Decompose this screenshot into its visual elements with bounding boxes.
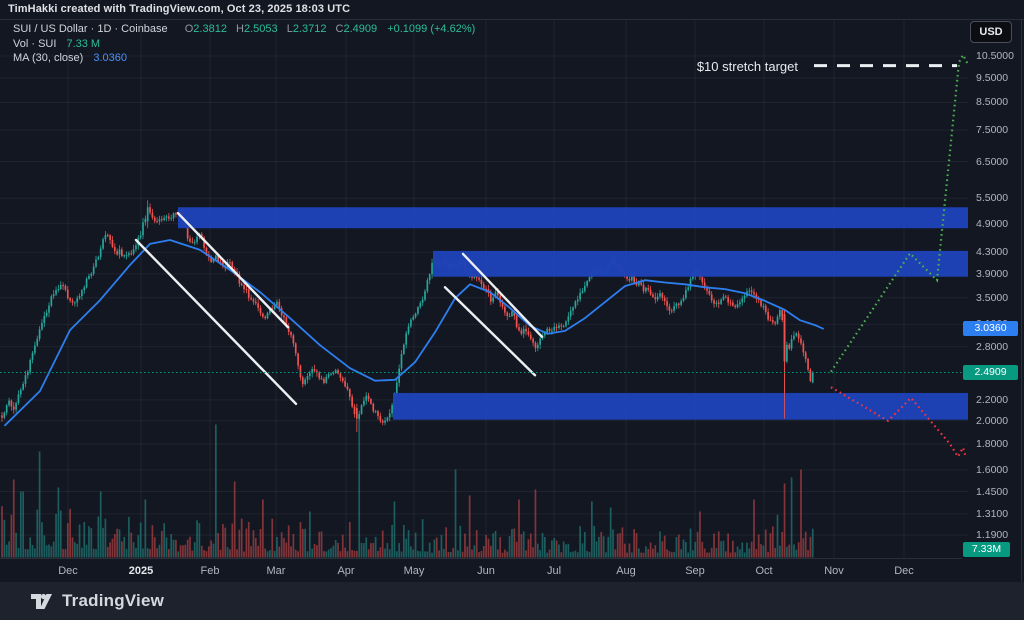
- open-label: O: [184, 23, 194, 35]
- price-tick-label: 1.3100: [976, 507, 1009, 520]
- tradingview-logo-text: TradingView: [62, 591, 165, 610]
- price-tick-label: 2.2000: [976, 393, 1009, 406]
- low-value: 2.3712: [292, 23, 327, 35]
- time-tick-label: Dec: [58, 565, 78, 577]
- volume-layer: [1, 417, 814, 558]
- supply-zone-mid[interactable]: [433, 250, 968, 277]
- price-tick-label: 3.5000: [976, 291, 1009, 304]
- price-tick-label: 4.9000: [976, 217, 1009, 230]
- plot-area: [0, 20, 969, 558]
- price-tick-label: 3.9000: [976, 267, 1009, 280]
- ma-label: MA (30, close): [13, 52, 84, 64]
- time-tick-label: Oct: [755, 565, 773, 577]
- price-tick-label: 7.5000: [976, 124, 1009, 137]
- channel-1-lower[interactable]: [134, 238, 298, 406]
- channel-2-lower[interactable]: [443, 286, 537, 377]
- time-tick-label: 2025: [128, 565, 154, 577]
- legend-ma-row[interactable]: MA (30, close) 3.0360: [13, 52, 475, 66]
- time-tick-label: Jun: [477, 565, 495, 577]
- ma-value: 3.0360: [93, 52, 128, 64]
- last-price-chip: 2.4909: [963, 365, 1018, 381]
- ma-30-line[interactable]: [4, 239, 824, 427]
- time-tick-label: Sep: [685, 565, 705, 577]
- channel-1-upper[interactable]: [176, 211, 290, 329]
- bear-projection-line[interactable]: [830, 386, 968, 459]
- time-tick-label: Mar: [266, 565, 286, 577]
- price-tick-label: 1.8000: [976, 437, 1009, 450]
- high-value: 2.5053: [243, 23, 278, 35]
- time-tick-label: Apr: [337, 565, 355, 577]
- legend-volume-row[interactable]: Vol · SUI 7.33 M: [13, 38, 475, 52]
- time-tick-label: Nov: [824, 565, 844, 577]
- stretch-target-annotation[interactable]: $10 stretch target: [696, 59, 798, 74]
- high-label: H: [236, 23, 244, 35]
- open-value: 2.3812: [193, 23, 227, 35]
- change-value: +0.1099 (+4.62%): [387, 23, 476, 35]
- time-tick-label: Aug: [616, 565, 636, 577]
- demand-zone-lower[interactable]: [393, 392, 968, 420]
- footer-bar: TradingView: [0, 582, 1024, 620]
- price-tick-label: 8.5000: [976, 96, 1009, 109]
- price-axis[interactable]: 10.5000 9.5000 8.5000 7.5000 6.5000 5.5000 4.9…: [962, 20, 1024, 582]
- symbol-legend[interactable]: SUI / US Dollar · 1D · Coinbase O2.3812 …: [13, 23, 475, 67]
- channel-2-upper[interactable]: [461, 252, 544, 339]
- price-tick-label: 1.4500: [976, 485, 1009, 498]
- attribution-text: TimHakki created with TradingView.com, O…: [8, 3, 351, 15]
- axis-right-border: [1021, 20, 1022, 582]
- price-tick-label: 2.8000: [976, 340, 1009, 353]
- price-tick-label: 1.1900: [976, 529, 1009, 542]
- price-tick-label: 2.0000: [976, 414, 1009, 427]
- price-tick-label: 5.5000: [976, 192, 1009, 205]
- price-tick-label: 10.5000: [976, 50, 1014, 62]
- tradingview-logo[interactable]: TradingView: [30, 591, 164, 612]
- price-tick-label: 9.5000: [976, 72, 1009, 85]
- price-tick-label: 4.3000: [976, 246, 1009, 259]
- close-label: C: [335, 23, 344, 35]
- close-value: 2.4909: [343, 23, 378, 35]
- time-tick-label: Jul: [546, 565, 562, 577]
- tradingview-logo-icon: [31, 593, 52, 609]
- volume-label: Vol · SUI: [13, 37, 57, 50]
- time-axis[interactable]: Dec 2025 Feb Mar Apr May Jun Jul Aug Sep Oct Nov Dec: [0, 558, 962, 583]
- time-tick-label: Feb: [200, 565, 220, 577]
- price-tick-label: 1.6000: [976, 463, 1009, 476]
- volume-value: 7.33 M: [66, 37, 101, 50]
- ma-value-chip: 3.0360: [963, 321, 1018, 337]
- price-tick-label: 6.5000: [976, 155, 1009, 168]
- symbol-title: SUI / US Dollar · 1D · Coinbase: [13, 23, 168, 35]
- volume-value-chip: 7.33M: [963, 542, 1010, 557]
- legend-symbol-row[interactable]: SUI / US Dollar · 1D · Coinbase O2.3812 …: [13, 23, 475, 37]
- time-tick-label: May: [403, 565, 425, 577]
- low-label: L: [286, 23, 293, 35]
- currency-usd-button[interactable]: USD: [970, 21, 1012, 43]
- time-tick-label: Dec: [894, 565, 914, 577]
- attribution-bar: TimHakki created with TradingView.com, O…: [0, 0, 1024, 20]
- supply-zone-upper[interactable]: [178, 207, 968, 229]
